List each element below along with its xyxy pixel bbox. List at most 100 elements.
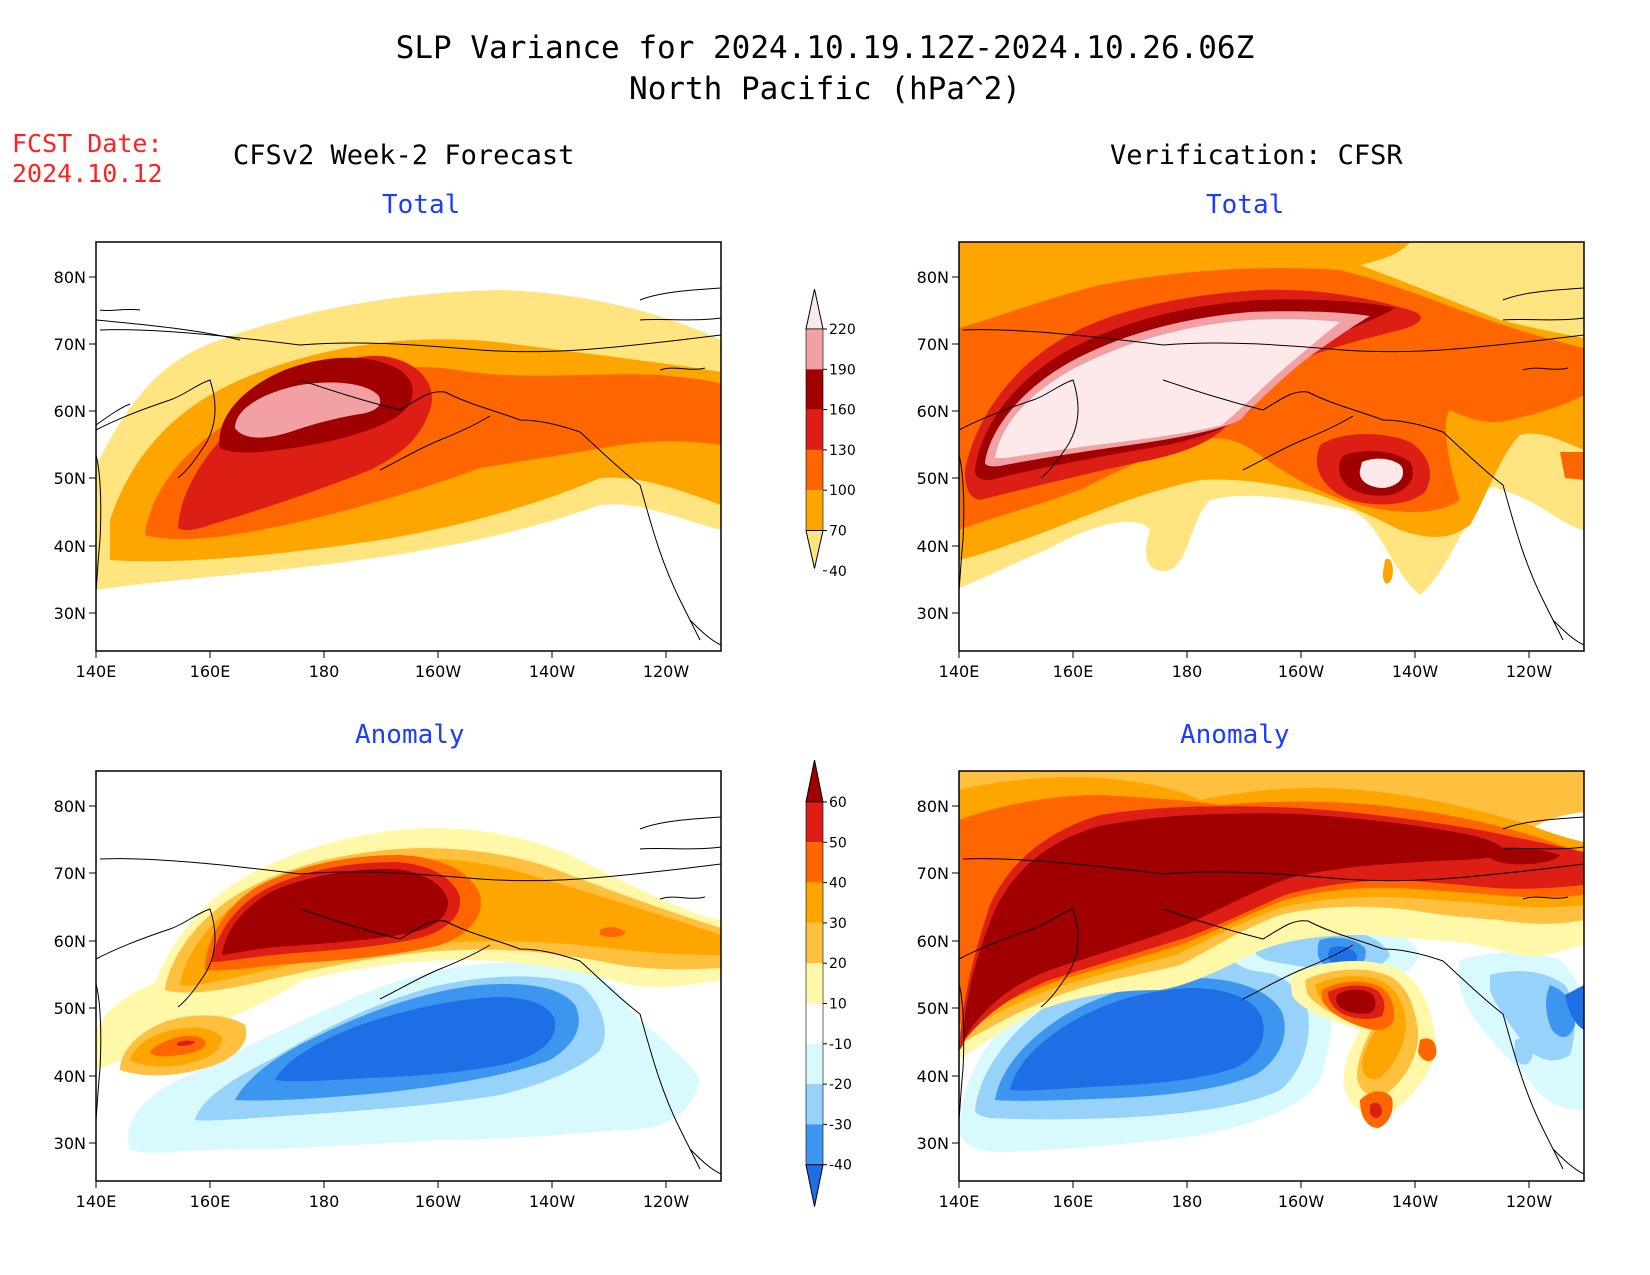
anomaly-colorbar-segment bbox=[806, 842, 823, 883]
lon-tick-label: 160E bbox=[190, 1192, 231, 1211]
anomaly-colorbar-segment bbox=[806, 882, 823, 923]
anomaly-colorbar-label: 20 bbox=[829, 956, 847, 972]
total-colorbar-bottom-arrow bbox=[805, 530, 824, 569]
anomaly-colorbar-segment bbox=[806, 1124, 823, 1165]
total-colorbar-segment bbox=[806, 409, 823, 450]
lat-tick-label: 70N bbox=[917, 335, 949, 354]
lat-tick-label: 80N bbox=[917, 268, 949, 287]
filled-contours-fcst-total bbox=[96, 290, 721, 590]
lat-tick-label: 80N bbox=[54, 797, 86, 816]
lon-tick-label: 140W bbox=[529, 662, 576, 681]
figure-title-line2: North Pacific (hPa^2) bbox=[629, 71, 1021, 107]
left-column-title: CFSv2 Week-2 Forecast bbox=[233, 140, 575, 171]
lon-tick-label: 140E bbox=[76, 1192, 117, 1211]
anomaly-colorbar-segment bbox=[806, 1084, 823, 1125]
lon-tick-label: 180 bbox=[309, 1192, 340, 1211]
lon-tick-label: 120W bbox=[1506, 1192, 1553, 1211]
total-colorbar-label: 40 bbox=[829, 564, 847, 580]
panel-subtitle-verif-anomaly: Anomaly bbox=[1180, 720, 1290, 750]
axes-layer: 80N 70N 60N 50N 40N 30N 140E 160E 180 160W 140W 120… bbox=[54, 268, 1553, 1211]
total-colorbar-label: 160 bbox=[829, 403, 856, 419]
right-column-title: Verification: CFSR bbox=[1110, 140, 1403, 171]
lat-tick-label: 50N bbox=[917, 469, 949, 488]
anomaly-colorbar-segment bbox=[806, 963, 823, 1004]
filled-contours-verif-anomaly bbox=[959, 771, 1584, 1152]
anomaly-colorbar-label: -10 bbox=[829, 1037, 852, 1053]
filled-contours-verif-total bbox=[959, 242, 1584, 595]
panel-subtitle-fcst-anomaly: Anomaly bbox=[355, 720, 465, 750]
colorbars-layer: 220 190 160 130 100 70 40 60 50 40 30 20 10 -10 -20 -30… bbox=[805, 288, 856, 1207]
lat-tick-label: 50N bbox=[54, 469, 86, 488]
anomaly-colorbar-label: -30 bbox=[829, 1117, 852, 1133]
lat-tick-label: 80N bbox=[54, 268, 86, 287]
map-panel-verif-anomaly bbox=[958, 770, 1585, 1182]
total-colorbar-label: 70 bbox=[829, 524, 847, 540]
coastlines-fcst-total bbox=[96, 287, 721, 646]
anomaly-colorbar-label: 30 bbox=[829, 916, 847, 932]
lat-tick-label: 80N bbox=[917, 797, 949, 816]
lat-tick-label: 50N bbox=[54, 999, 86, 1018]
panel-subtitle-verif-total: Total bbox=[1206, 190, 1285, 220]
map-panel-fcst-anomaly bbox=[95, 770, 722, 1182]
total-colorbar-label: 220 bbox=[829, 322, 856, 338]
fcst-date-label: FCST Date: bbox=[12, 129, 163, 158]
lat-tick-label: 40N bbox=[54, 537, 86, 556]
map-panel-verif-total bbox=[958, 241, 1585, 652]
lon-tick-label: 140W bbox=[1392, 1192, 1439, 1211]
total-colorbar-label: 130 bbox=[829, 443, 856, 459]
lon-tick-label: 160E bbox=[190, 662, 231, 681]
anomaly-colorbar-label: 10 bbox=[829, 997, 847, 1013]
lon-tick-label: 180 bbox=[1172, 1192, 1203, 1211]
lat-tick-label: 30N bbox=[54, 1134, 86, 1153]
total-colorbar-segment bbox=[806, 369, 823, 410]
lat-tick-label: 30N bbox=[917, 1134, 949, 1153]
fcst-date-value: 2024.10.12 bbox=[12, 159, 163, 188]
anomaly-colorbar-label: 60 bbox=[829, 795, 847, 811]
lon-tick-label: 160W bbox=[1278, 662, 1325, 681]
anomaly-colorbar-segment bbox=[806, 802, 823, 843]
anomaly-colorbar-label: 50 bbox=[829, 835, 847, 851]
lon-tick-label: 160E bbox=[1053, 1192, 1094, 1211]
lat-tick-label: 30N bbox=[54, 604, 86, 623]
lat-tick-label: 40N bbox=[917, 537, 949, 556]
lat-tick-label: 70N bbox=[54, 335, 86, 354]
lon-tick-label: 180 bbox=[309, 662, 340, 681]
total-colorbar-segment bbox=[806, 490, 823, 531]
lon-tick-label: 140E bbox=[939, 662, 980, 681]
lon-tick-label: 120W bbox=[643, 1192, 690, 1211]
anomaly-colorbar-segment bbox=[806, 1043, 823, 1085]
lon-tick-label: 180 bbox=[1172, 662, 1203, 681]
lon-tick-label: 120W bbox=[643, 662, 690, 681]
lon-tick-label: 160E bbox=[1053, 662, 1094, 681]
coastlines-fcst-anomaly bbox=[96, 816, 721, 1175]
anomaly-colorbar-top-arrow bbox=[805, 759, 824, 803]
lon-tick-label: 140W bbox=[1392, 662, 1439, 681]
anomaly-colorbar-bottom-arrow bbox=[805, 1164, 824, 1207]
lat-tick-label: 60N bbox=[54, 402, 86, 421]
anomaly-colorbar-label: -20 bbox=[829, 1077, 852, 1093]
lon-tick-label: 140E bbox=[76, 662, 117, 681]
lon-tick-label: 160W bbox=[415, 662, 462, 681]
map-panel-fcst-total bbox=[95, 241, 722, 652]
panel-subtitle-fcst-total: Total bbox=[382, 190, 461, 220]
lat-tick-label: 40N bbox=[54, 1067, 86, 1086]
figure-title-line1: SLP Variance for 2024.10.19.12Z-2024.10.… bbox=[395, 30, 1255, 66]
lat-tick-label: 60N bbox=[917, 932, 949, 951]
lat-tick-label: 50N bbox=[917, 999, 949, 1018]
total-colorbar-segment bbox=[806, 329, 823, 370]
total-colorbar-top-arrow bbox=[805, 288, 824, 330]
lat-tick-label: 60N bbox=[917, 402, 949, 421]
lat-tick-label: 70N bbox=[54, 864, 86, 883]
lat-tick-label: 40N bbox=[917, 1067, 949, 1086]
coastlines-verif-anomaly bbox=[959, 816, 1584, 1175]
lon-tick-label: 160W bbox=[1278, 1192, 1325, 1211]
total-colorbar-segment bbox=[806, 449, 823, 491]
anomaly-colorbar-label: 40 bbox=[829, 876, 847, 892]
lat-tick-label: 70N bbox=[917, 864, 949, 883]
lon-tick-label: 160W bbox=[415, 1192, 462, 1211]
anomaly-colorbar-label: -40 bbox=[829, 1158, 852, 1174]
lon-tick-label: 120W bbox=[1506, 662, 1553, 681]
total-colorbar-label: 100 bbox=[829, 483, 856, 499]
coastlines-verif-total bbox=[959, 287, 1584, 646]
